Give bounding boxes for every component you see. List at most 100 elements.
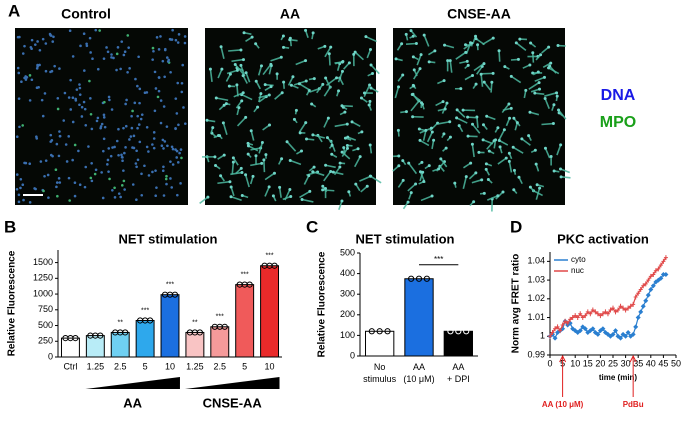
panel-label: B (4, 217, 16, 236)
cell (176, 41, 180, 44)
net-fiber (341, 151, 351, 160)
net-fiber (240, 65, 246, 77)
cell (354, 182, 358, 186)
cell (401, 178, 405, 182)
cell (39, 160, 43, 163)
bar (404, 278, 434, 357)
cell (443, 107, 447, 111)
cell (239, 48, 243, 52)
cell (304, 28, 308, 32)
cell (282, 45, 286, 49)
chart-title: PKC activation (557, 231, 649, 246)
cell (353, 50, 357, 54)
significance: *** (434, 255, 443, 264)
cell (524, 88, 528, 92)
x-tick-label: 35 (633, 358, 643, 368)
net-fiber (419, 139, 430, 147)
cell (85, 44, 89, 48)
bar (85, 335, 105, 358)
net-fiber (333, 166, 341, 176)
net-fiber (278, 187, 282, 198)
cell (154, 87, 158, 90)
net-fiber (263, 159, 266, 173)
net-fiber (412, 93, 420, 103)
cell (105, 46, 108, 49)
cell (369, 63, 373, 67)
cell (83, 107, 87, 111)
cell (356, 147, 360, 151)
net-fiber (529, 111, 540, 116)
cell (44, 42, 48, 45)
cell (512, 116, 516, 120)
cell (359, 96, 363, 100)
cell (154, 169, 157, 172)
marker (563, 318, 568, 324)
cell (23, 161, 26, 165)
cell (56, 97, 60, 100)
cell (494, 138, 498, 142)
cell (542, 75, 546, 79)
cell (343, 110, 347, 114)
cell (184, 122, 187, 125)
cell (235, 68, 239, 72)
net-fiber (199, 196, 209, 205)
cell (102, 57, 106, 60)
marker (660, 271, 666, 277)
legend-label: nuc (571, 266, 584, 275)
cell (19, 186, 22, 190)
replicate-dot (384, 328, 391, 335)
cell (174, 148, 177, 151)
annotation: AA (10 μM) (542, 400, 584, 409)
cell (464, 50, 468, 54)
marker (613, 309, 618, 315)
net-fiber (515, 42, 527, 52)
cell (555, 91, 559, 95)
cell (152, 131, 156, 134)
net-fiber (394, 86, 400, 99)
cell (312, 77, 316, 81)
cell (41, 114, 45, 118)
marker (558, 328, 563, 334)
significance: *** (265, 253, 273, 260)
cell (85, 42, 88, 46)
cell (29, 45, 33, 49)
marker (633, 294, 638, 300)
marker (595, 331, 601, 337)
cell (442, 79, 446, 83)
cell (444, 146, 448, 150)
cell (40, 98, 44, 102)
cell (214, 164, 218, 168)
arrow-head (629, 354, 637, 363)
cell (260, 161, 264, 165)
cell (491, 36, 495, 40)
cell (163, 48, 167, 52)
cell (161, 59, 165, 63)
net-fiber (262, 63, 272, 76)
cell (445, 101, 449, 105)
marker (635, 315, 641, 321)
cell (123, 188, 126, 191)
cell (126, 70, 129, 74)
cell (224, 102, 228, 106)
net-fiber (326, 77, 338, 87)
marker (590, 326, 596, 332)
cell (367, 103, 371, 107)
x-tick-label: 5 (143, 361, 148, 371)
net-fiber (338, 200, 343, 211)
cell (152, 146, 156, 150)
cell (175, 112, 179, 115)
cell (145, 145, 149, 149)
cell (470, 122, 474, 126)
y-tick-label: 500 (340, 247, 355, 257)
cell (421, 170, 425, 174)
cell (396, 128, 400, 132)
marker (618, 303, 623, 309)
cell (507, 102, 511, 106)
cell (535, 183, 539, 187)
x-tick-label-line: AA (452, 362, 464, 372)
x-tick-label: AA + DPI (447, 362, 470, 384)
cell (448, 135, 452, 139)
net-fiber (407, 183, 417, 192)
y-axis-label: Norm avg FRET ratio (511, 254, 522, 353)
cell (102, 113, 106, 117)
